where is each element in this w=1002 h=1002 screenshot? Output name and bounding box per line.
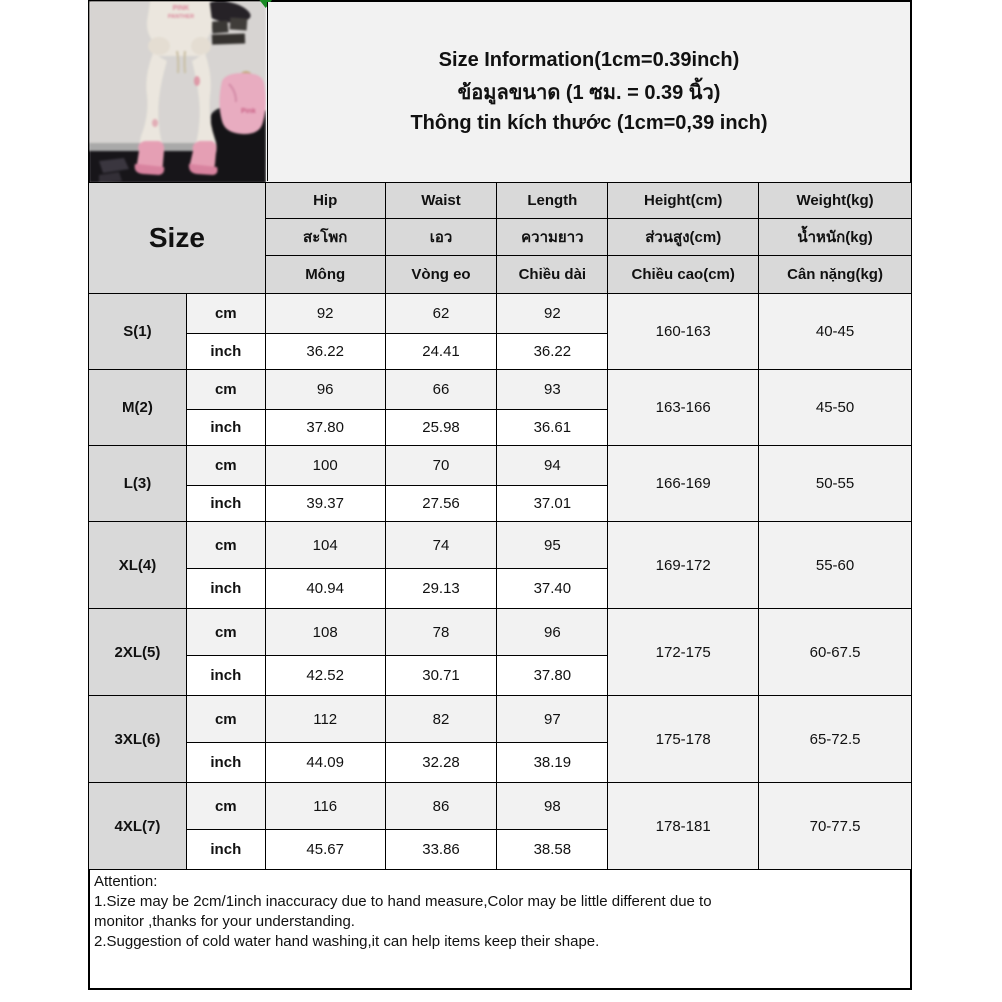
svg-text:Pink: Pink <box>241 108 256 115</box>
svg-text:PANTHER: PANTHER <box>168 14 194 20</box>
svg-text:PINK: PINK <box>173 5 190 12</box>
